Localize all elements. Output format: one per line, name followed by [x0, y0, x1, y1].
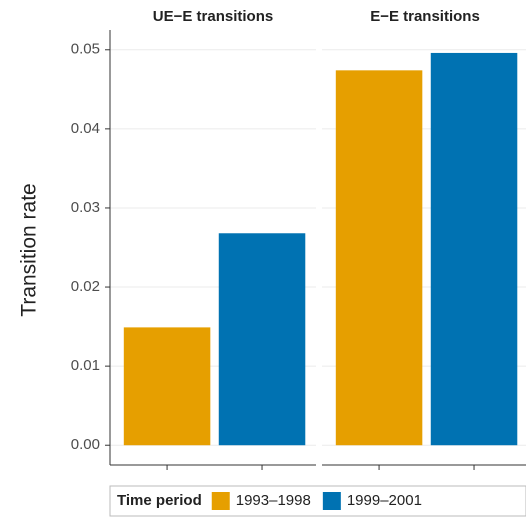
- bar: [218, 233, 306, 446]
- legend-title: Time period: [117, 492, 202, 509]
- y-tick-label: 0.04: [71, 120, 100, 137]
- bar: [430, 52, 518, 446]
- y-tick-label: 0.00: [71, 436, 100, 453]
- legend-swatch: [211, 492, 230, 510]
- y-tick-label: 0.02: [71, 278, 100, 295]
- legend-swatch: [322, 492, 341, 510]
- panel-title: E−E transitions: [370, 8, 480, 25]
- legend-label: 1993–1998: [236, 492, 311, 509]
- y-tick-label: 0.01: [71, 357, 100, 374]
- y-tick-label: 0.03: [71, 199, 100, 216]
- legend-label: 1999–2001: [347, 492, 422, 509]
- bar: [123, 327, 211, 446]
- bar: [335, 70, 423, 446]
- y-axis-label: Transition rate: [18, 183, 41, 316]
- legend-box: [109, 485, 526, 517]
- panel-title: UE−E transitions: [153, 8, 273, 25]
- y-tick-label: 0.05: [71, 41, 100, 58]
